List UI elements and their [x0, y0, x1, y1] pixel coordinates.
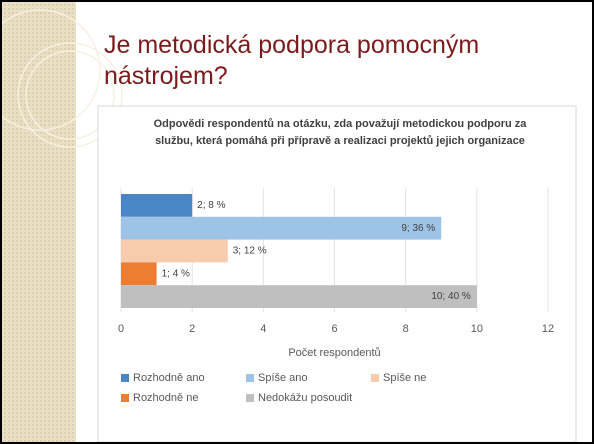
decor-circles: [0, 9, 123, 148]
legend-label: Rozhodně ano: [133, 372, 205, 384]
bar: [121, 216, 442, 240]
legend-swatch: [121, 394, 129, 402]
x-tick-label: 10: [471, 323, 483, 335]
x-tick-label: 6: [331, 323, 337, 335]
value-label: 2; 8 %: [197, 200, 225, 211]
slide-title: Je metodická podpora pomocným nástrojem?: [104, 31, 480, 90]
legend-label: Spíše ano: [258, 372, 308, 384]
legend-swatch: [246, 394, 254, 402]
x-tick-label: 12: [542, 323, 554, 335]
value-label: 1; 4 %: [162, 268, 190, 279]
bar: [121, 239, 228, 263]
legend-swatch: [371, 374, 379, 382]
bar: [121, 194, 193, 217]
value-label: 10; 40 %: [431, 291, 471, 302]
legend-swatch: [246, 374, 254, 382]
legend-label: Spíše ne: [383, 372, 426, 384]
value-label: 3; 12 %: [233, 246, 267, 257]
bar: [121, 262, 157, 286]
x-tick-label: 2: [189, 323, 195, 335]
x-tick-label: 8: [403, 323, 409, 335]
legend-label: Rozhodně ne: [133, 392, 198, 404]
bar: [121, 285, 477, 308]
legend-swatch: [121, 374, 129, 382]
side-strip: [0, 0, 76, 444]
x-tick-label: 4: [260, 323, 266, 335]
chart-title: Odpovědi respondentů na otázku, zda pova…: [153, 118, 527, 147]
chart-frame: [97, 105, 577, 443]
legend-label: Nedokážu posoudit: [258, 392, 352, 404]
x-tick-label: 0: [118, 323, 124, 335]
value-label: 9; 36 %: [401, 223, 435, 234]
x-axis-label: Počet respondentů: [288, 347, 380, 359]
